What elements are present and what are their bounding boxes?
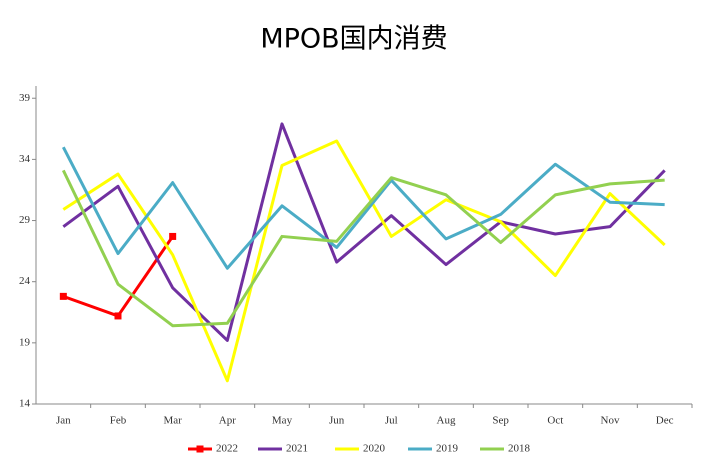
y-tick-label: 39 bbox=[19, 92, 31, 104]
legend-label: 2019 bbox=[436, 443, 459, 455]
series-line bbox=[62, 139, 666, 383]
x-tick-label: Sep bbox=[492, 415, 509, 427]
y-tick-label: 19 bbox=[19, 336, 31, 348]
x-tick-label: Aug bbox=[437, 415, 456, 427]
x-tick-label: Jun bbox=[329, 415, 345, 427]
x-tick-label: Jul bbox=[385, 415, 398, 427]
x-tick-label: Mar bbox=[164, 415, 183, 427]
x-tick-label: Feb bbox=[110, 415, 127, 427]
legend-label: 2022 bbox=[216, 443, 238, 455]
y-tick-label: 29 bbox=[19, 214, 31, 226]
legend-label: 2021 bbox=[286, 443, 308, 455]
x-tick-label: Jan bbox=[56, 415, 71, 427]
y-tick-label: 24 bbox=[19, 275, 31, 287]
series-line bbox=[62, 235, 174, 318]
series-line bbox=[61, 146, 665, 270]
point-marker bbox=[114, 312, 122, 320]
point-marker bbox=[59, 292, 67, 300]
legend-label: 2018 bbox=[508, 443, 531, 455]
y-tick-label: 14 bbox=[19, 398, 31, 410]
legend-label: 2020 bbox=[363, 443, 386, 455]
x-tick-label: Dec bbox=[656, 415, 674, 427]
point-marker bbox=[169, 232, 177, 240]
x-tick-label: Apr bbox=[219, 415, 236, 427]
series-line bbox=[62, 122, 666, 342]
x-tick-label: Nov bbox=[601, 415, 620, 427]
x-tick-label: May bbox=[272, 415, 293, 427]
chart-title: MPOB国内消费 bbox=[260, 24, 447, 55]
y-tick-label: 34 bbox=[19, 153, 31, 165]
x-tick-label: Oct bbox=[547, 415, 563, 427]
series-line bbox=[61, 169, 665, 328]
legend-marker bbox=[196, 445, 204, 453]
